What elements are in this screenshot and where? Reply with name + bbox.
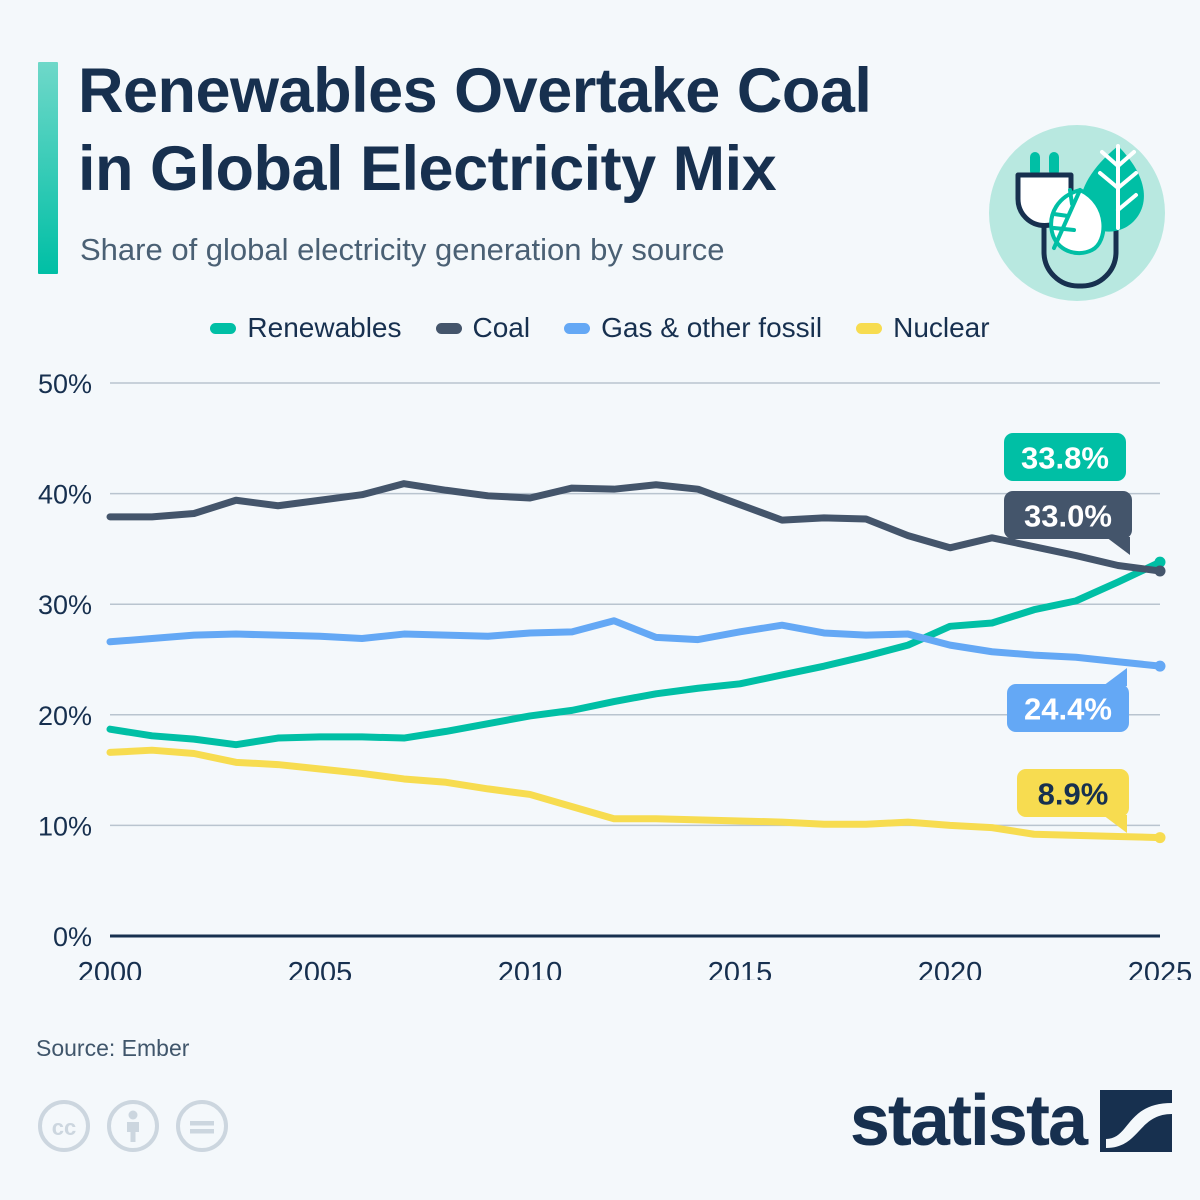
- legend-swatch-coal: [435, 322, 462, 334]
- legend-swatch-renewables: [210, 322, 237, 334]
- callout-bubble: [1004, 491, 1132, 539]
- creative-commons-icon[interactable]: cc: [36, 1098, 92, 1154]
- series-endpoint-gas-other-fossil: [1154, 660, 1166, 672]
- attribution-icon[interactable]: [105, 1098, 161, 1154]
- svg-text:cc: cc: [52, 1115, 76, 1140]
- value-callouts: 33.8% 33.0% 24.4% 8.9%: [1004, 433, 1132, 833]
- series-endpoint-dots: [1154, 556, 1166, 844]
- x-axis-tick-label: 2000: [78, 957, 143, 980]
- callout-tail: [1103, 815, 1127, 833]
- legend-swatch-nuclear: [856, 322, 883, 334]
- x-axis-tick-label: 2020: [918, 957, 983, 980]
- y-axis-tick-label: 0%: [53, 922, 92, 952]
- legend-label-renewables: Renewables: [247, 312, 402, 343]
- y-axis-tick-label: 40%: [38, 480, 92, 510]
- value-callout-gas-other-fossil: 24.4%: [1007, 668, 1129, 732]
- series-lines: [106, 480, 1164, 842]
- legend-item-gas[interactable]: Gas & other fossil: [564, 312, 822, 344]
- series-line-nuclear: [106, 746, 1164, 842]
- x-axis-tick-label: 2015: [708, 957, 773, 980]
- no-derivatives-icon[interactable]: [174, 1098, 230, 1154]
- value-callout-renewables: 33.8%: [1004, 433, 1126, 481]
- series-endpoint-nuclear: [1154, 832, 1166, 844]
- series-line-coal: [106, 480, 1164, 575]
- callout-bubble: [1017, 769, 1129, 817]
- series-line-renewables: [106, 558, 1164, 749]
- creative-commons-badges: cc: [36, 1098, 230, 1154]
- page-subtitle: Share of global electricity generation b…: [80, 232, 725, 267]
- statista-wordmark: statista: [849, 1081, 1088, 1161]
- statista-logo[interactable]: statista: [850, 1085, 1172, 1157]
- statista-mark-icon: [1100, 1090, 1172, 1152]
- callout-value: 33.0%: [1024, 499, 1112, 534]
- legend-label-nuclear: Nuclear: [893, 312, 990, 343]
- legend-label-gas: Gas & other fossil: [601, 312, 823, 343]
- x-axis-tick-label: 2005: [288, 957, 353, 980]
- legend-item-renewables[interactable]: Renewables: [210, 312, 402, 344]
- x-axis-tick-labels: 2000 2005 2010 2015 2020 2025: [78, 957, 1193, 980]
- value-callout-coal: 33.0%: [1004, 491, 1132, 555]
- chart-legend: Renewables Coal Gas & other fossil Nucle…: [0, 312, 1200, 344]
- line-chart: 0%10%20%30%40%50% 2000 2005 2010 2015 2020 20…: [38, 369, 1193, 980]
- chart-area: 0% 10% 20% 30% 40% 50% 2000 2005 2010 2015 2020 20…: [0, 360, 1200, 980]
- series-endpoint-renewables: [1154, 556, 1166, 568]
- legend-swatch-gas: [564, 322, 591, 334]
- gridlines: [110, 382, 1160, 827]
- callout-bubble: [1007, 684, 1129, 732]
- callout-value: 24.4%: [1024, 692, 1112, 727]
- x-axis-tick-label: 2025: [1128, 957, 1193, 980]
- plug-leaf-icon: [989, 125, 1165, 301]
- header: Renewables Overtake Coal in Global Elect…: [0, 0, 1200, 301]
- y-axis-tick-label: 50%: [38, 369, 92, 399]
- y-axis-tick-label: 30%: [38, 590, 92, 620]
- callout-tail: [1103, 668, 1127, 686]
- x-axis-tick-label: 2010: [498, 957, 563, 980]
- value-callout-nuclear: 8.9%: [1017, 769, 1129, 833]
- page-title: Renewables Overtake Coal in Global Elect…: [78, 56, 872, 204]
- callout-value: 8.9%: [1038, 777, 1109, 812]
- legend-label-coal: Coal: [472, 312, 531, 343]
- callout-tail: [1106, 537, 1130, 555]
- legend-item-nuclear[interactable]: Nuclear: [856, 312, 990, 344]
- series-line-gas-other-fossil: [106, 617, 1164, 670]
- callout-value: 33.8%: [1021, 441, 1109, 476]
- y-axis-tick-labels: 0% 10% 20% 30% 40% 50%: [38, 369, 92, 952]
- series-endpoint-coal: [1154, 565, 1166, 577]
- legend-item-coal[interactable]: Coal: [435, 312, 531, 344]
- y-axis-tick-label: 10%: [38, 811, 92, 841]
- source-note: Source: Ember: [36, 1035, 190, 1061]
- title-accent-bar: [38, 62, 58, 274]
- y-axis-tick-label: 20%: [38, 701, 92, 731]
- callout-bubble: [1004, 433, 1126, 481]
